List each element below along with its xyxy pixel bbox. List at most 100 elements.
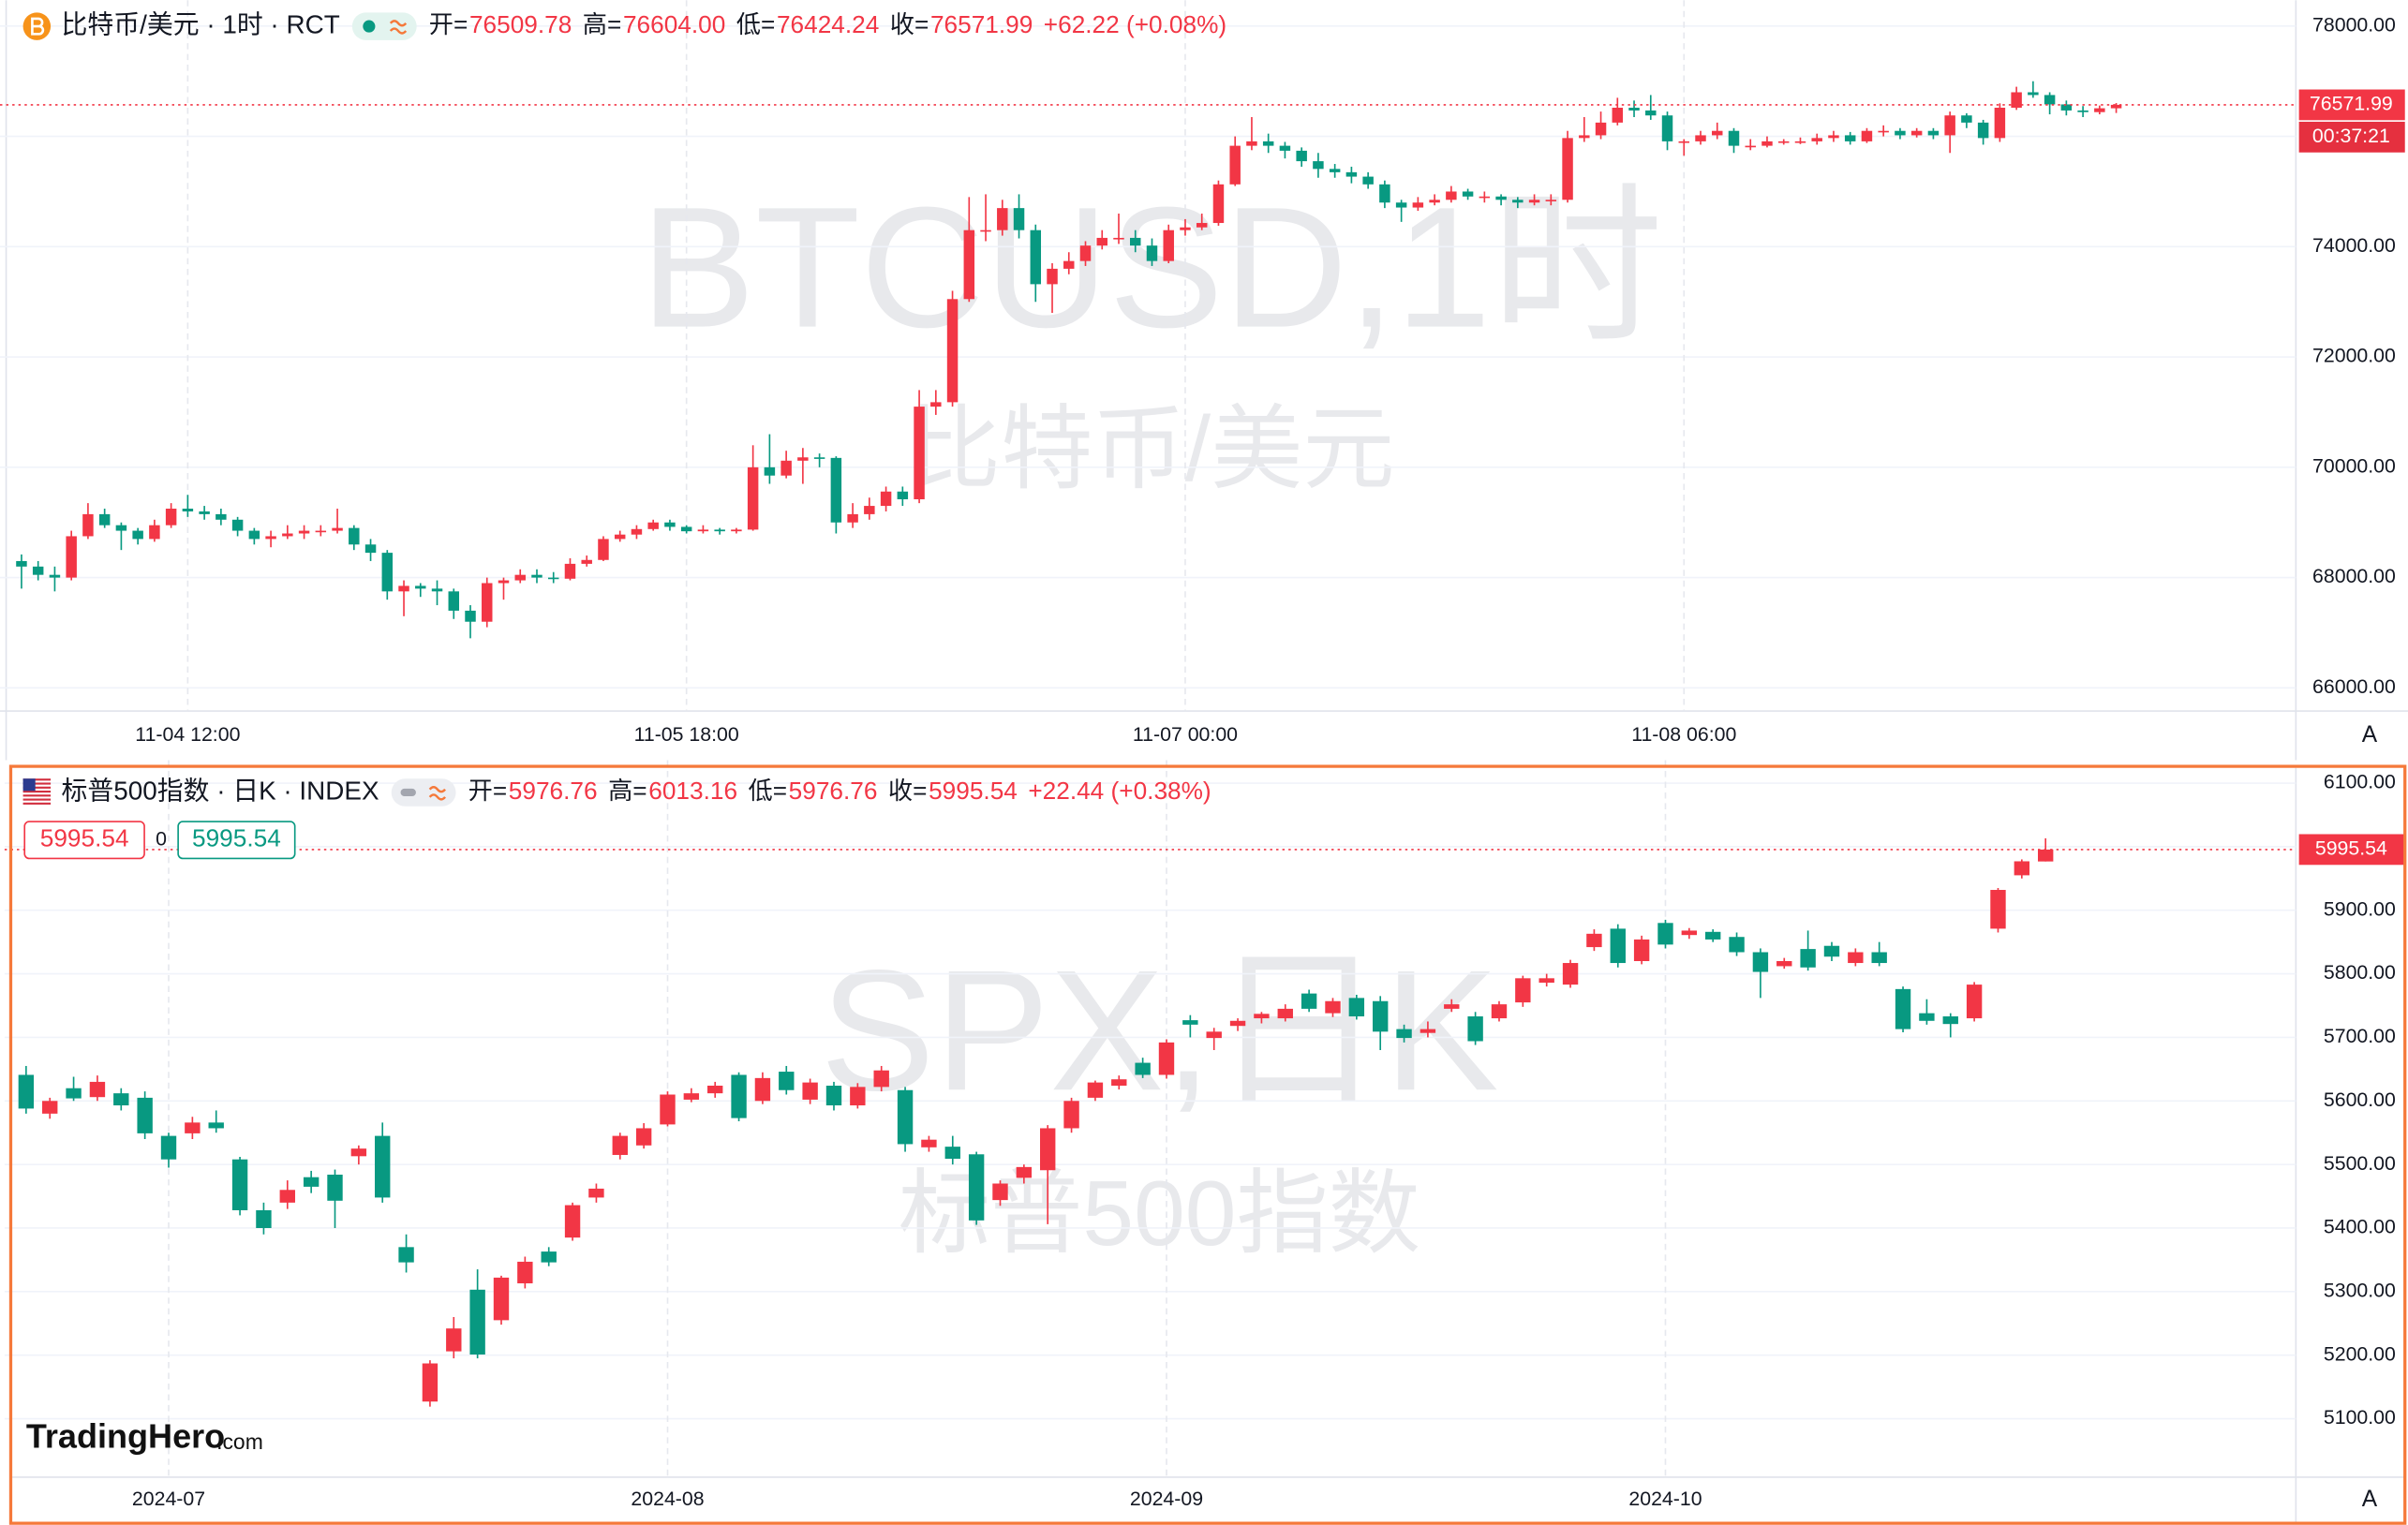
- candle-body: [493, 1277, 510, 1321]
- candle-body: [1030, 229, 1042, 285]
- candle-body: [1942, 1016, 1958, 1025]
- price-change: +22.44 (+0.38%): [1028, 777, 1211, 805]
- candle-body: [231, 519, 244, 531]
- y-tick-label: 5200.00: [2324, 1342, 2396, 1365]
- candle-body: [847, 513, 858, 523]
- candle-body: [612, 1135, 628, 1155]
- candle-body: [992, 1183, 1008, 1201]
- candle-body: [375, 1135, 391, 1198]
- candle-body: [1681, 930, 1698, 936]
- auto-scale-button[interactable]: A: [2362, 1487, 2378, 1512]
- candle-body: [541, 1251, 557, 1263]
- candle-body: [968, 1154, 985, 1221]
- candle-body: [1296, 150, 1307, 162]
- candle-body: [1776, 961, 1792, 967]
- candle-body: [897, 491, 909, 500]
- candle-body: [1704, 931, 1721, 940]
- candle-body: [1420, 1029, 1436, 1033]
- candle-body: [1515, 978, 1531, 1003]
- candle-body: [1491, 1004, 1508, 1019]
- candle-body: [1180, 227, 1191, 230]
- ohlc-label: 收=: [890, 10, 929, 38]
- candle-body: [660, 1094, 676, 1125]
- y-tick-label: 5800.00: [2324, 961, 2396, 984]
- candle-body: [664, 522, 676, 527]
- candle-body: [1063, 260, 1075, 269]
- countdown-tag: [2298, 121, 2405, 153]
- candle-body: [1395, 202, 1407, 208]
- candle-body: [514, 574, 526, 581]
- ohlc-label: 高=: [608, 777, 647, 805]
- candle-body: [137, 1097, 153, 1133]
- candle-body: [1538, 978, 1554, 984]
- candle-body: [1661, 115, 1673, 141]
- candle-body: [2094, 108, 2105, 112]
- candle-body: [1752, 952, 1769, 972]
- candle-body: [1096, 237, 1107, 246]
- candle-body: [850, 1087, 866, 1106]
- candle-body: [1961, 115, 1972, 123]
- candle-body: [1158, 1042, 1175, 1075]
- candle-body: [1823, 945, 1840, 957]
- candle-body: [398, 1247, 414, 1263]
- x-tick-label: 11-04 12:00: [135, 723, 240, 746]
- candle-body: [921, 1139, 937, 1147]
- candle-body: [930, 402, 942, 407]
- candle-body: [1325, 1000, 1341, 1014]
- candle-body: [1111, 1079, 1127, 1086]
- candle-body: [897, 1089, 914, 1145]
- candle-body: [1512, 200, 1524, 203]
- candle-body: [1063, 1101, 1079, 1129]
- candle-body: [1728, 130, 1740, 146]
- candle-body: [1595, 122, 1607, 136]
- candle-body: [1919, 1013, 1935, 1021]
- candle-body: [1016, 1166, 1033, 1178]
- y-tick-label: 5600.00: [2324, 1088, 2396, 1111]
- candle-body: [132, 530, 143, 540]
- candle-body: [1113, 237, 1124, 240]
- y-tick-label: 72000.00: [2312, 345, 2396, 367]
- candle-body: [802, 1082, 818, 1100]
- flag-stripe: [22, 802, 52, 805]
- candle-body: [1279, 145, 1291, 151]
- candle-body: [598, 539, 609, 560]
- candle-body: [1729, 937, 1745, 953]
- candle-body: [581, 559, 592, 564]
- candle-body: [1163, 229, 1174, 261]
- candle-body: [349, 527, 360, 545]
- y-tick-label: 6100.00: [2324, 771, 2396, 793]
- candle-body: [1040, 1128, 1056, 1171]
- candle-body: [1844, 135, 1856, 141]
- candle-body: [2110, 104, 2122, 109]
- auto-scale-button[interactable]: A: [2362, 722, 2378, 748]
- candle-body: [2011, 92, 2022, 108]
- status-pill[interactable]: [351, 12, 417, 40]
- candle-body: [265, 536, 276, 540]
- candle-body: [1811, 138, 1822, 141]
- sell-button[interactable]: [23, 821, 145, 860]
- candle-body: [731, 529, 742, 532]
- candle-body: [231, 1159, 248, 1210]
- candle-body: [1745, 145, 1756, 148]
- y-tick-label: 68000.00: [2312, 565, 2396, 587]
- candle-body: [422, 1363, 438, 1402]
- candle-body: [1927, 130, 1940, 136]
- symbol-title: 标普500指数 · 日K · INDEX: [62, 776, 379, 805]
- candle-body: [160, 1135, 177, 1160]
- candle-body: [1579, 135, 1590, 139]
- candle-body: [1277, 1008, 1293, 1019]
- price-change: +62.22 (+0.08%): [1044, 10, 1226, 38]
- candle-body: [1429, 200, 1440, 203]
- x-tick-label: 2024-09: [1130, 1488, 1203, 1510]
- candle-body: [1990, 890, 2006, 929]
- candle-body: [1013, 208, 1025, 230]
- candle-body: [248, 530, 260, 540]
- candle-body: [42, 1101, 58, 1114]
- candle-body: [332, 527, 343, 531]
- candle-body: [1301, 993, 1317, 1009]
- status-wave: [428, 786, 447, 801]
- buy-button[interactable]: [177, 821, 296, 860]
- candle-body: [2028, 92, 2039, 96]
- brand-suffix: .com: [216, 1429, 263, 1454]
